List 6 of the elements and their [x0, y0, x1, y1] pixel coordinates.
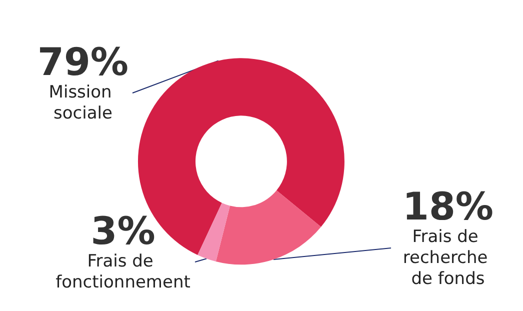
data-label: 18%: [402, 184, 494, 228]
data-label: 3%: [90, 209, 156, 253]
data-label: 79%: [38, 40, 128, 84]
slice-label: Frais de fonctionnement: [56, 252, 191, 292]
slice-label: Mission sociale: [48, 82, 118, 124]
slice-label: Frais de recherche de fonds: [402, 227, 494, 289]
